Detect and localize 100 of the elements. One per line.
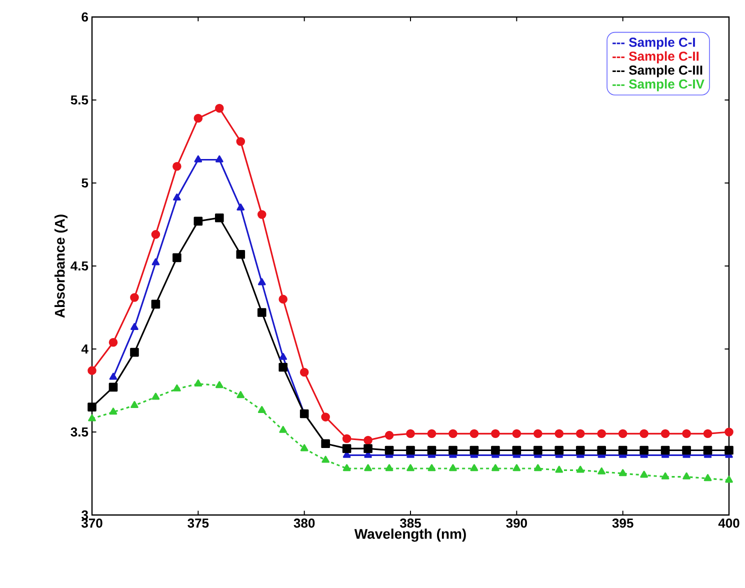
point <box>534 446 542 455</box>
point <box>342 444 352 453</box>
point <box>236 137 246 146</box>
x-tick-label: 385 <box>400 518 421 528</box>
point <box>554 446 564 455</box>
point <box>130 401 138 408</box>
point <box>724 428 734 436</box>
point <box>491 429 500 438</box>
point <box>152 258 160 266</box>
point <box>576 429 585 438</box>
point <box>703 446 712 455</box>
point <box>109 372 118 380</box>
point <box>492 464 500 472</box>
y-tick-label: 5.5 <box>70 95 88 105</box>
point <box>88 366 96 375</box>
point <box>598 467 606 474</box>
point <box>534 464 542 472</box>
point <box>427 429 436 438</box>
point <box>512 446 522 455</box>
point <box>151 230 160 239</box>
point <box>257 308 266 317</box>
point <box>406 429 415 438</box>
point <box>618 446 628 455</box>
point <box>448 446 458 455</box>
text: --- Sample C-II <box>612 51 699 64</box>
y-tick-label: 4 <box>81 344 88 354</box>
point <box>172 162 182 171</box>
x-tick-label: 370 <box>81 518 102 528</box>
point <box>406 446 415 455</box>
point <box>512 429 522 438</box>
point <box>704 474 712 482</box>
point <box>279 352 288 360</box>
point <box>258 406 266 414</box>
point <box>470 446 479 455</box>
point <box>108 382 118 392</box>
point <box>194 379 202 386</box>
point <box>215 213 224 222</box>
y-axis-title: Absorbance (A) <box>54 214 68 318</box>
point <box>554 429 564 438</box>
point <box>364 464 372 472</box>
point <box>342 464 351 472</box>
y-tick-label: 6 <box>82 12 88 22</box>
text: --- Sample C-I <box>612 37 695 50</box>
point <box>660 446 670 455</box>
point <box>724 446 734 455</box>
x-tick-label: 395 <box>612 518 634 528</box>
point <box>448 429 458 438</box>
point <box>682 472 690 480</box>
point <box>152 392 160 400</box>
point <box>236 203 245 210</box>
point <box>661 472 670 480</box>
point <box>406 464 414 472</box>
point <box>279 426 288 433</box>
point <box>682 446 691 455</box>
point <box>640 446 648 455</box>
point <box>88 414 96 422</box>
point <box>703 429 712 438</box>
point <box>470 429 479 438</box>
y-tick-label: 4.5 <box>70 261 88 271</box>
point <box>470 464 478 472</box>
point <box>258 278 266 286</box>
point <box>576 446 585 455</box>
point <box>342 434 352 444</box>
point <box>151 300 160 309</box>
point <box>576 466 584 473</box>
point <box>321 439 330 448</box>
point <box>618 469 627 476</box>
point <box>215 104 224 113</box>
point <box>385 464 394 472</box>
point <box>194 155 202 162</box>
point <box>321 412 330 422</box>
point <box>173 194 181 201</box>
point <box>428 464 436 472</box>
point <box>384 430 394 440</box>
point <box>236 391 245 398</box>
point <box>597 429 606 438</box>
y-tick-label: 3.5 <box>70 427 88 437</box>
x-tick-label: 380 <box>294 518 315 528</box>
point <box>257 210 266 219</box>
point <box>300 444 308 452</box>
point <box>130 293 139 302</box>
point <box>384 446 394 455</box>
y-tick-label: 5 <box>82 178 88 188</box>
point <box>449 464 457 472</box>
x-tick-label: 400 <box>718 518 740 528</box>
point <box>278 294 288 304</box>
point <box>322 456 330 463</box>
x-axis-title: Wavelength (nm) <box>354 528 466 542</box>
point <box>108 338 118 347</box>
point <box>300 368 309 377</box>
point <box>555 466 564 473</box>
point <box>364 436 372 445</box>
point <box>364 444 372 453</box>
point <box>236 250 246 259</box>
point <box>130 348 139 357</box>
point <box>88 402 96 412</box>
text: --- Sample C-III <box>612 65 702 78</box>
point <box>427 446 436 455</box>
point <box>278 362 288 372</box>
point <box>194 216 203 226</box>
